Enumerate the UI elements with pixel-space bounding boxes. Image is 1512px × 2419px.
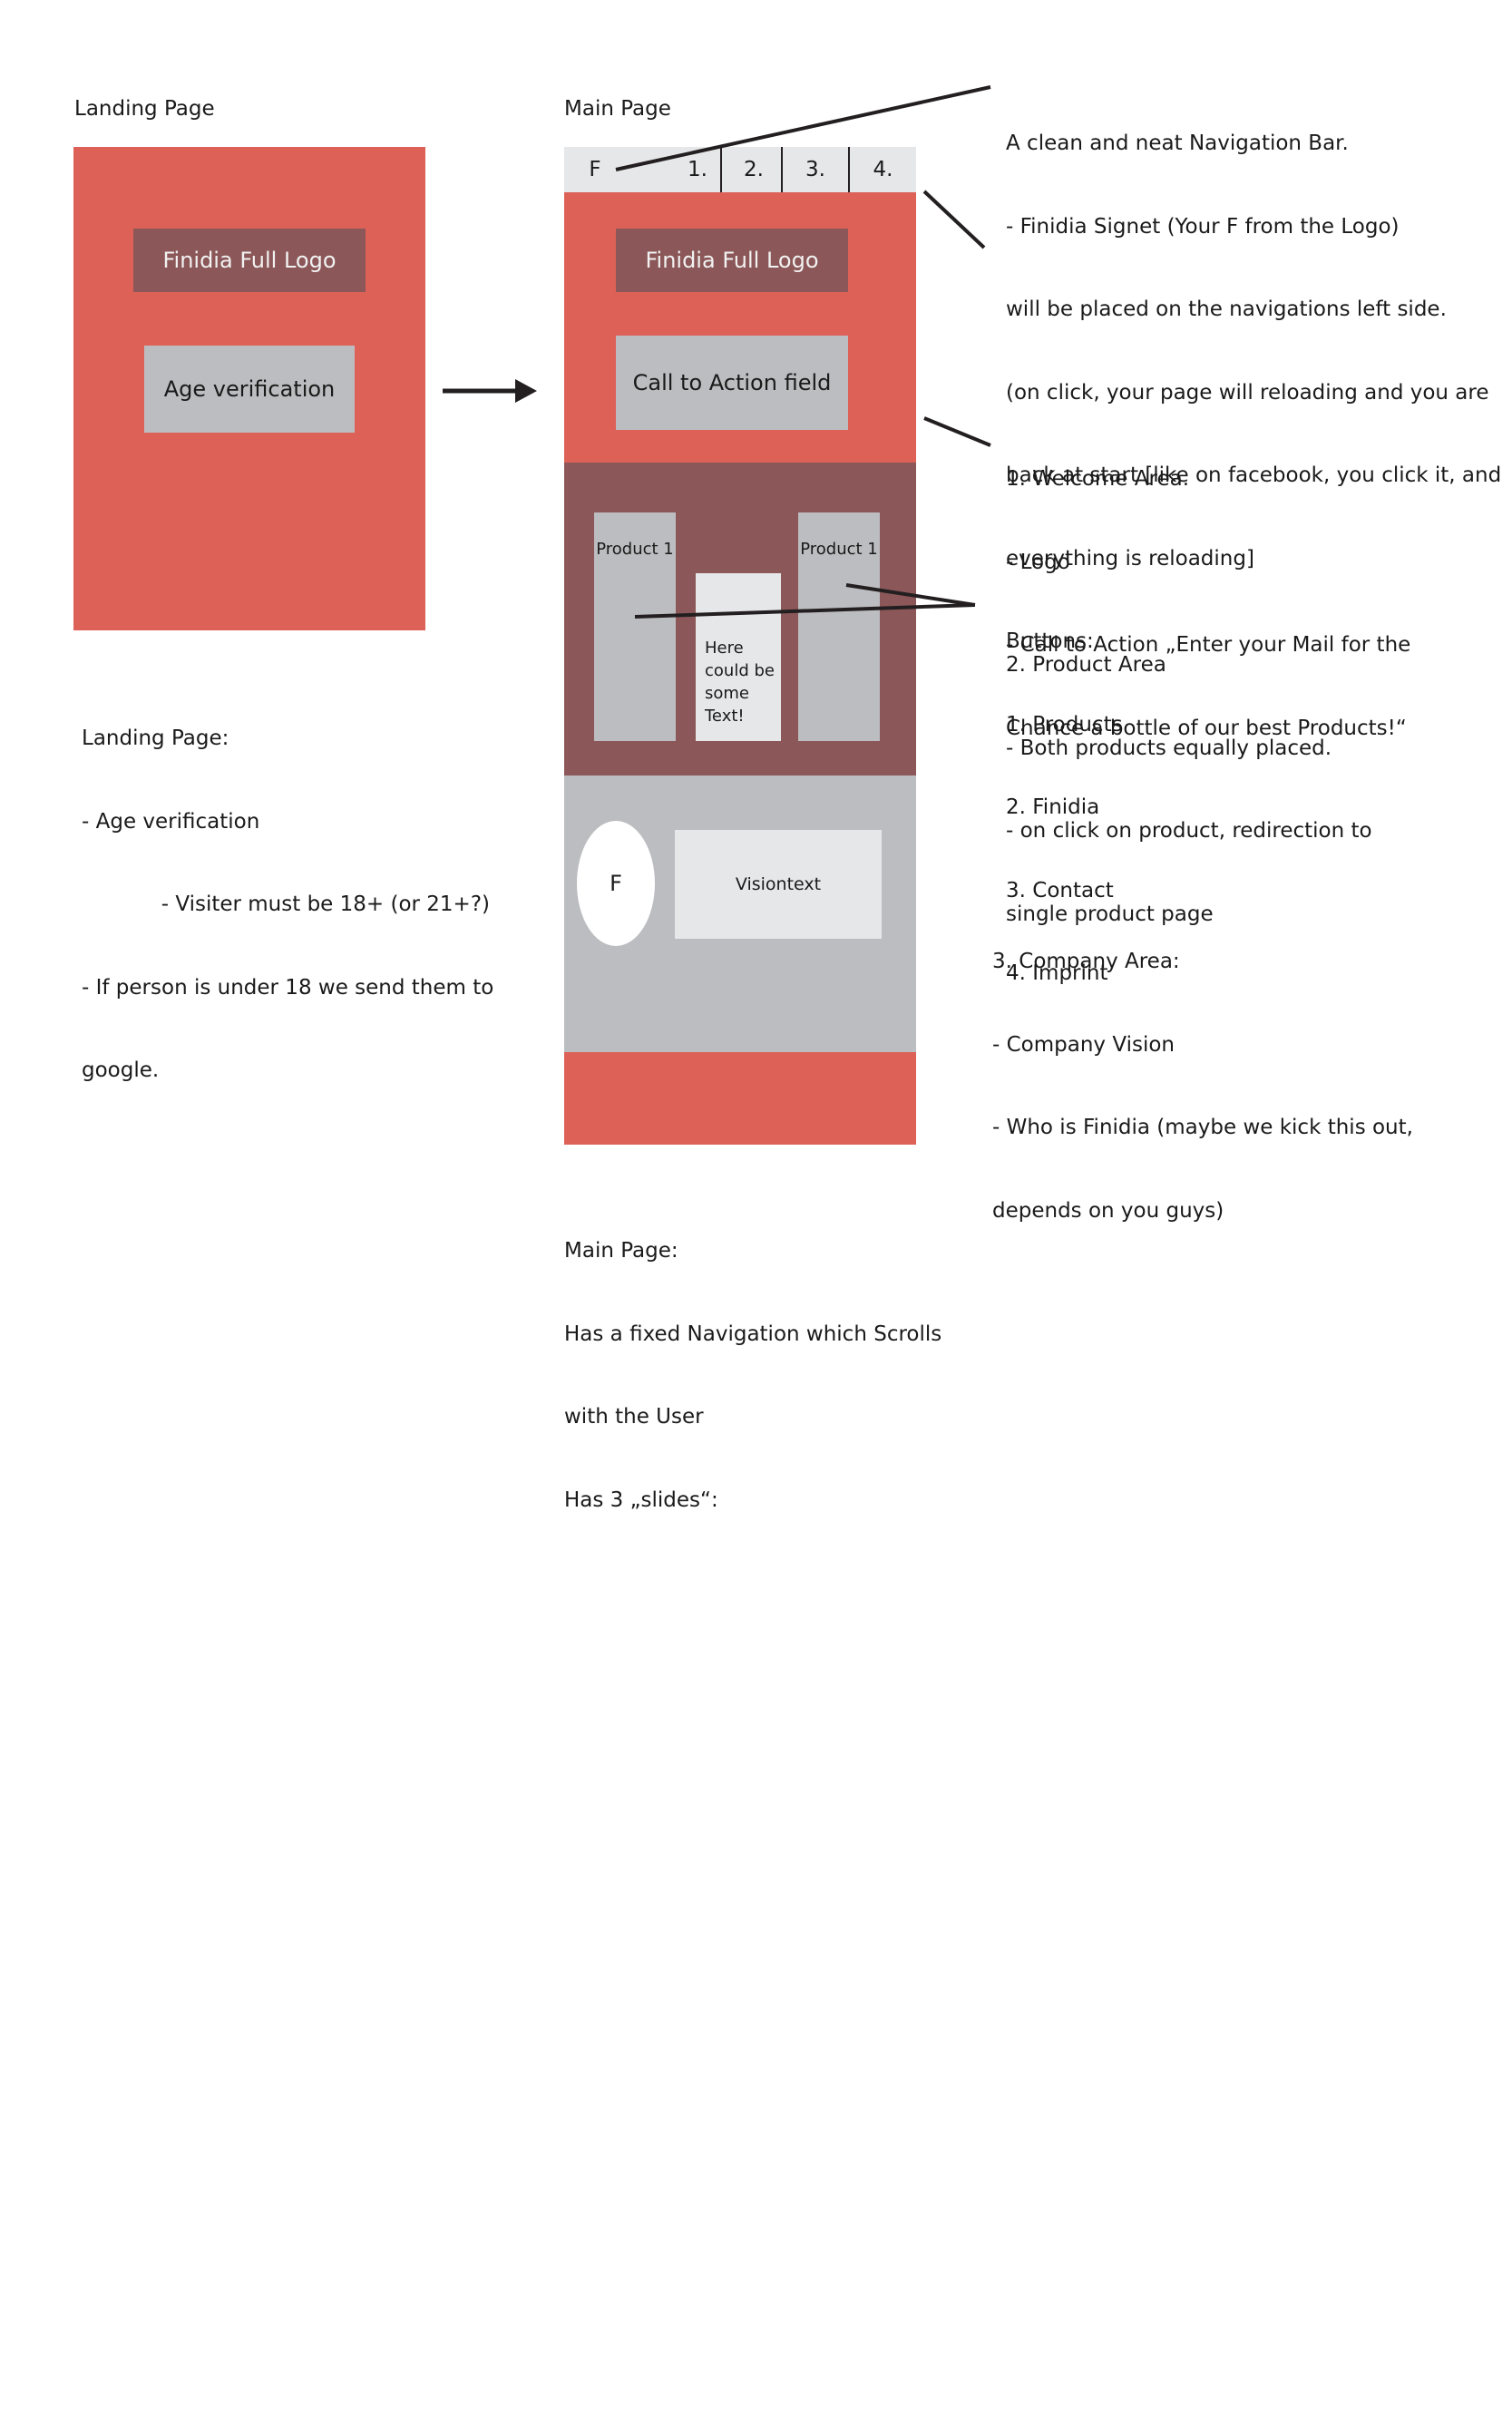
landing-note-line: google. bbox=[82, 1058, 160, 1082]
flow-arrow-head bbox=[515, 379, 537, 403]
main-note-line: with the User bbox=[564, 1405, 704, 1429]
footer-area bbox=[564, 1052, 916, 1145]
product-leader-line bbox=[845, 583, 976, 607]
landing-page-heading: Landing Page bbox=[74, 97, 215, 121]
landing-note-line: - Age verification bbox=[82, 809, 260, 834]
nav-divider bbox=[720, 147, 722, 192]
nav-annotation-line: (on click, your page will reloading and … bbox=[1006, 380, 1489, 405]
company-annotation-line: - Who is Finidia (maybe we kick this out… bbox=[992, 1116, 1413, 1139]
nav-annotation-line: - Finidia Signet (Your F from the Logo) bbox=[1006, 214, 1400, 239]
nav-annotation-line: Buttons: bbox=[1006, 629, 1094, 653]
middle-text-line: Here bbox=[705, 639, 744, 658]
welcome-annotation-line: 1. Welcome Area. bbox=[1006, 467, 1190, 491]
navigation-annotation: A clean and neat Navigation Bar. - Finid… bbox=[1006, 74, 1501, 1015]
landing-logo-box: Finidia Full Logo bbox=[133, 229, 366, 292]
landing-note-line: - If person is under 18 we send them to bbox=[82, 975, 494, 1000]
nav-annotation-line: back at start [like on facebook, you cli… bbox=[1006, 463, 1502, 487]
nav-annotation-line: everything is reloading] bbox=[1006, 546, 1254, 571]
product-card-left[interactable]: Product 1 bbox=[594, 512, 676, 741]
nav-leader-line bbox=[615, 85, 991, 171]
product-annotation-line: - on click on product, redirection to bbox=[1006, 819, 1372, 843]
landing-note-line: - Visiter must be 18+ (or 21+?) bbox=[82, 892, 491, 916]
middle-text-line: Text! bbox=[705, 707, 745, 726]
welcome-leader-line bbox=[923, 416, 991, 447]
nav-annotation-line: A clean and neat Navigation Bar. bbox=[1006, 132, 1349, 155]
nav-annotation-line: 3. Contact bbox=[1006, 878, 1114, 902]
age-verification-box: Age verification bbox=[144, 346, 355, 433]
product-label: Product 1 bbox=[596, 540, 674, 559]
product-annotation-line: - Both products equally placed. bbox=[1006, 736, 1332, 760]
product-card-right[interactable]: Product 1 bbox=[798, 512, 880, 741]
product-area: Product 1 Here could be some Text! Produ… bbox=[564, 463, 916, 775]
nav-annotation-line: 2. Finidia bbox=[1006, 795, 1100, 819]
welcome-annotation: 1. Welcome Area. - Logo - Call to Action… bbox=[1006, 410, 1410, 770]
main-page-notes: Main Page: Has a fixed Navigation which … bbox=[564, 1182, 941, 1542]
main-note-line: Has 3 „slides“: bbox=[564, 1487, 718, 1512]
welcome-annotation-line: Chance a bottle of our best Products!“ bbox=[1006, 716, 1407, 740]
company-annotation-line: 3. Company Area: bbox=[992, 950, 1180, 973]
vision-text-box: Visiontext bbox=[675, 830, 882, 939]
landing-note-line: Landing Page: bbox=[82, 727, 229, 750]
main-page-mockup: F 1. 2. 3. 4. Finidia Full Logo Call to … bbox=[564, 147, 916, 1145]
nav-button-1[interactable]: 1. bbox=[688, 158, 707, 181]
welcome-logo-box: Finidia Full Logo bbox=[616, 229, 848, 292]
middle-text-line: could be bbox=[705, 661, 775, 680]
product-annotation-line: 2. Product Area bbox=[1006, 653, 1166, 677]
welcome-annotation-line: - Logo bbox=[1006, 550, 1070, 574]
nav-annotation-line: will be placed on the navigations left s… bbox=[1006, 297, 1447, 321]
main-note-line: Has a fixed Navigation which Scrolls bbox=[564, 1322, 942, 1346]
product-label: Product 1 bbox=[800, 540, 878, 559]
main-note-line: Main Page: bbox=[564, 1239, 678, 1263]
landing-page-mockup: Finidia Full Logo Age verification bbox=[73, 147, 425, 630]
welcome-area: Finidia Full Logo Call to Action field bbox=[564, 192, 916, 463]
nav-leader-line bbox=[922, 190, 986, 249]
main-page-heading: Main Page bbox=[564, 97, 671, 121]
nav-annotation-line: 1. Products bbox=[1006, 712, 1123, 736]
welcome-annotation-line: - Call to Action „Enter your Mail for th… bbox=[1006, 633, 1411, 657]
product-annotation: 2. Product Area - Both products equally … bbox=[1006, 596, 1372, 956]
nav-button-3[interactable]: 3. bbox=[805, 158, 825, 181]
nav-annotation-line: 4. Imprint bbox=[1006, 961, 1108, 985]
nav-button-2[interactable]: 2. bbox=[744, 158, 764, 181]
company-signet-circle: F bbox=[577, 821, 655, 946]
product-annotation-line: single product page bbox=[1006, 902, 1214, 926]
product-middle-text: Here could be some Text! bbox=[696, 573, 781, 741]
company-annotation: 3. Company Area: - Company Vision - Who … bbox=[992, 892, 1413, 1253]
landing-notes: Landing Page: - Age verification - Visit… bbox=[82, 669, 493, 1112]
call-to-action-field[interactable]: Call to Action field bbox=[616, 336, 848, 430]
middle-text-line: some bbox=[705, 684, 749, 703]
company-annotation-line: - Company Vision bbox=[992, 1032, 1175, 1057]
nav-button-4[interactable]: 4. bbox=[873, 158, 893, 181]
company-area: F Visiontext bbox=[564, 775, 916, 1052]
nav-divider bbox=[848, 147, 850, 192]
nav-divider bbox=[781, 147, 783, 192]
company-annotation-line: depends on you guys) bbox=[992, 1198, 1224, 1223]
product-leader-line bbox=[634, 603, 976, 619]
nav-signet[interactable]: F bbox=[589, 158, 601, 181]
